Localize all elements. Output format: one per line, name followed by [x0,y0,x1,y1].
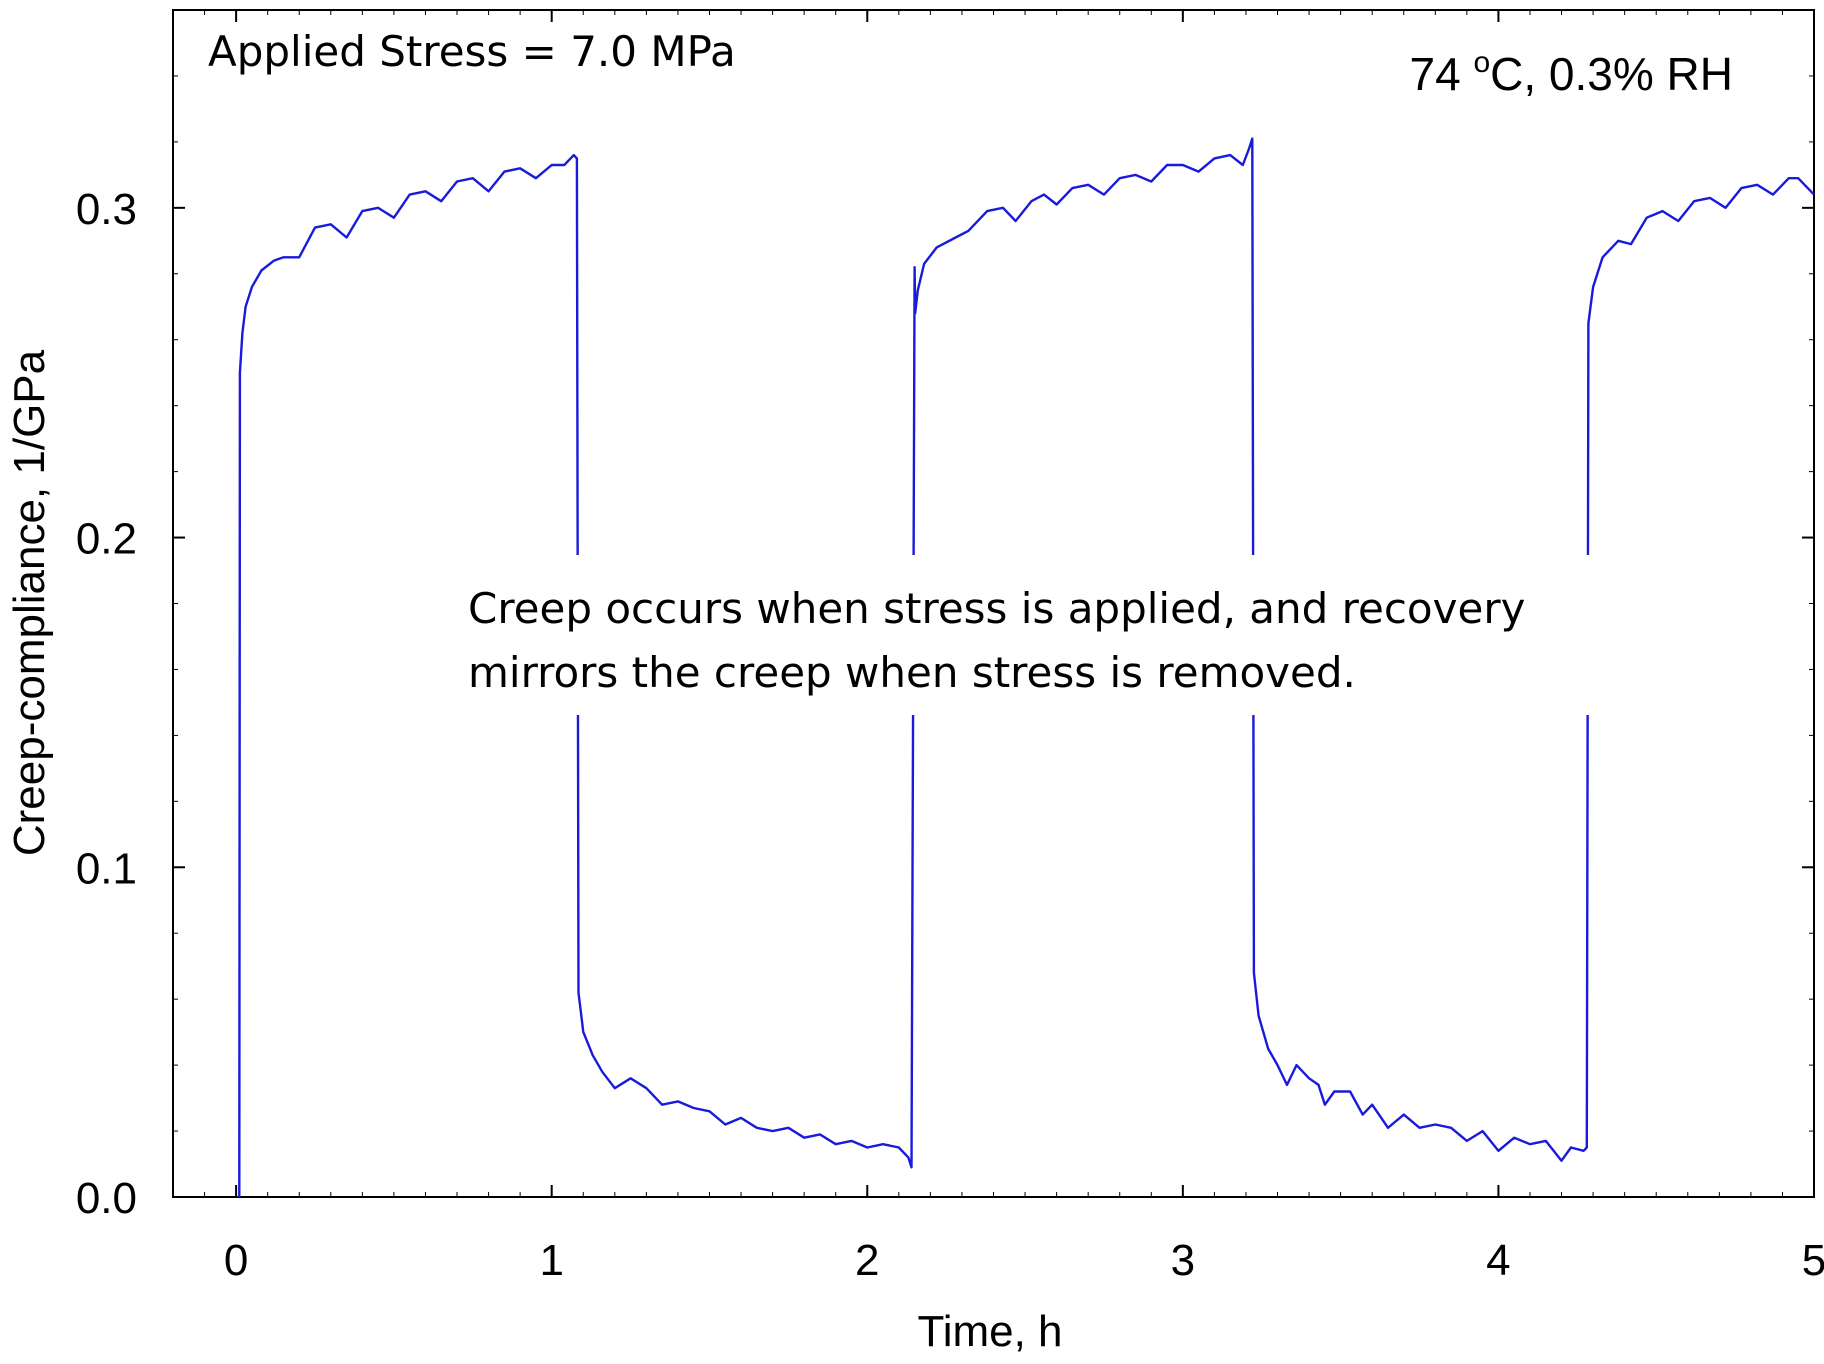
degree-symbol: o [1473,46,1490,79]
temperature-value: 74 [1410,48,1474,100]
creep-compliance-line [238,137,1815,1198]
y-tick-label: 0.3 [76,185,137,234]
note-line-2: mirrors the creep when stress is removed… [468,648,1356,697]
y-tick-label: 0.0 [76,1174,137,1223]
x-tick-label: 4 [1486,1236,1510,1285]
x-tick-label: 0 [224,1236,248,1285]
y-tick-label: 0.1 [76,844,137,893]
y-tick-label: 0.2 [76,515,137,564]
x-axis-title: Time, h [917,1307,1062,1356]
note-line-1: Creep occurs when stress is applied, and… [468,584,1525,633]
applied-stress-label: Applied Stress = 7.0 MPa [208,27,736,76]
note-background [452,555,1597,715]
x-tick-label: 2 [855,1236,879,1285]
y-axis-title: Creep-compliance, 1/GPa [5,349,54,856]
x-tick-label: 5 [1802,1236,1824,1285]
condition-rest: C, 0.3% RH [1490,48,1733,100]
note-box: Creep occurs when stress is applied, and… [452,555,1597,715]
temperature-humidity-label: 74 oC, 0.3% RH [1410,46,1734,100]
series-layer [238,137,1815,1198]
x-tick-label: 3 [1171,1236,1195,1285]
axis-ticks: 0 1 2 3 4 5 0.0 0.1 0.2 0.3 [76,9,1824,1285]
x-tick-label: 1 [539,1236,563,1285]
